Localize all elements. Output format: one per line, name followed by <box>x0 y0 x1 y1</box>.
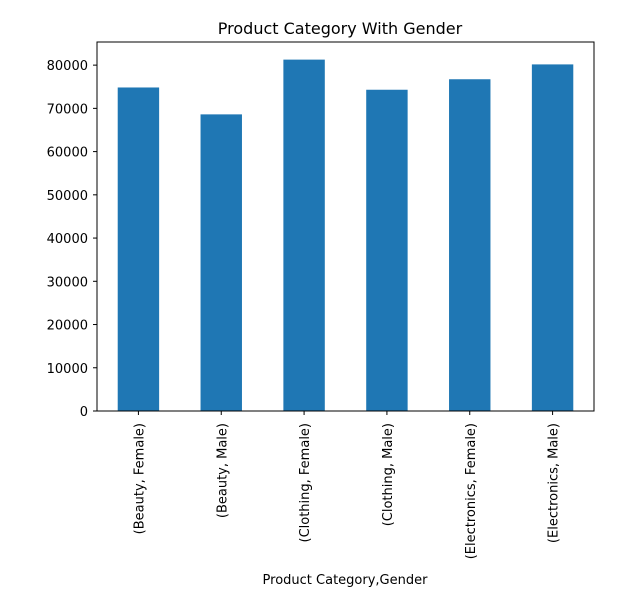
y-tick-label: 60000 <box>47 146 88 161</box>
y-tick-label: 30000 <box>47 275 88 290</box>
y-tick-label: 80000 <box>47 59 88 74</box>
bars-group <box>117 59 574 412</box>
bar <box>531 64 574 412</box>
bar <box>200 114 242 412</box>
y-tick-label: 20000 <box>47 319 88 334</box>
x-tick-label: (Clothing, Female) <box>298 423 313 543</box>
bar <box>283 59 325 412</box>
plot-frame <box>96 41 595 412</box>
bar <box>117 87 160 411</box>
x-axis-ticks: (Beauty, Female) (Beauty, Male) (Clothing,… <box>132 411 562 559</box>
y-axis-ticks: 0 10000 20000 30000 40000 50000 60000 70000 8000… <box>47 59 97 420</box>
y-tick-label: 40000 <box>47 232 88 247</box>
x-tick-label: (Electronics, Female) <box>464 423 479 559</box>
x-tick-label: (Electronics, Male) <box>547 423 562 543</box>
y-tick-label: 70000 <box>47 102 88 117</box>
x-tick-label: (Beauty, Female) <box>132 423 147 534</box>
y-tick-label: 50000 <box>47 189 88 204</box>
bar <box>449 79 491 411</box>
y-tick-label: 10000 <box>47 362 88 377</box>
chart-title: Product Category With Gender <box>218 19 463 38</box>
bar <box>366 89 408 411</box>
x-axis-label: Product Category,Gender <box>263 573 429 588</box>
x-tick-label: (Beauty, Male) <box>215 423 230 518</box>
y-tick-label: 0 <box>80 405 88 420</box>
x-tick-label: (Clothing, Male) <box>381 423 396 526</box>
